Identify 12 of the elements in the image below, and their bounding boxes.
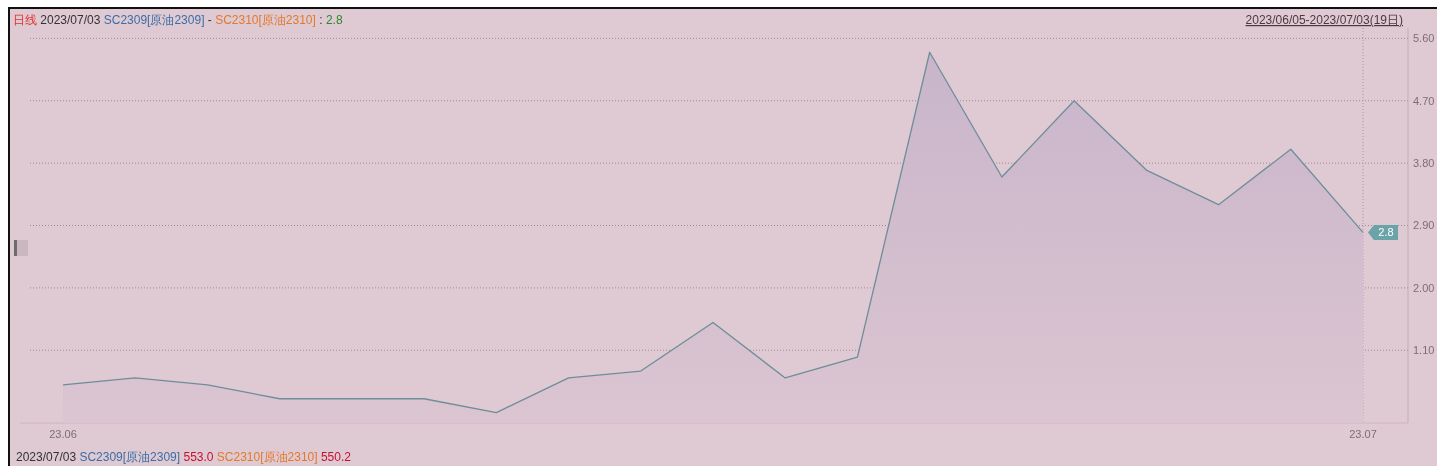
y-tick-label: 2.90 <box>1413 219 1435 232</box>
y-tick-label: 4.70 <box>1413 94 1435 107</box>
y-tick-label: 1.10 <box>1413 344 1435 357</box>
x-tick-label: 23.06 <box>49 428 77 440</box>
y-tick-label: 5.60 <box>1413 32 1435 45</box>
text: 2023/07/03 SC2309[原油2309] 553.0 SC2310[原油2310] 550.2 <box>16 450 352 464</box>
annotation: 2.8 <box>1378 226 1394 239</box>
y-tick-label: 2.00 <box>1413 281 1435 294</box>
x-tick-label: 23.07 <box>1349 428 1377 440</box>
chart-subtitle: 2023/06/05-2023/07/03(19日) <box>1245 13 1403 27</box>
y-tick-label: 3.80 <box>1413 156 1435 169</box>
chart-title: 日线 2023/07/03 SC2309[原油2309] - SC2310[原油2310] : 2.8 <box>13 13 343 27</box>
